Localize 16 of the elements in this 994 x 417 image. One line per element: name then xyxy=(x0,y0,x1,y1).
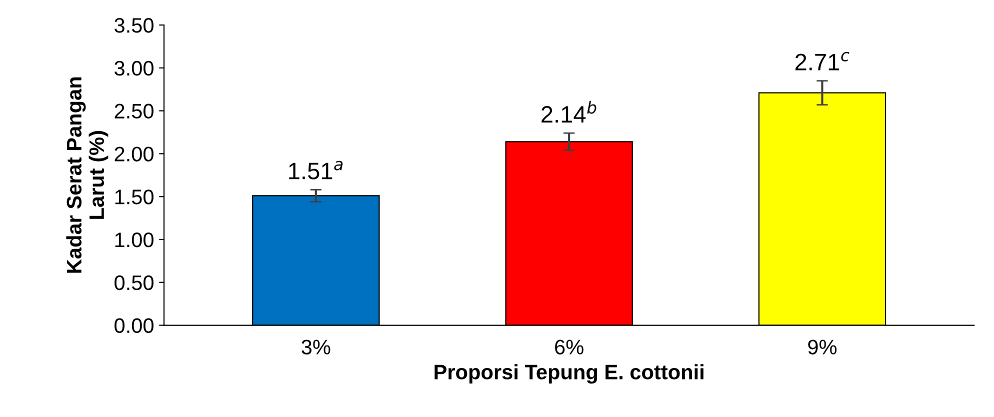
y-tick-label: 0.50 xyxy=(114,275,154,290)
y-tick-label: 2.00 xyxy=(114,146,154,162)
x-tick-label: 3% xyxy=(302,340,330,354)
x-tick-label: 6% xyxy=(555,340,584,354)
y-tick-label: 3.50 xyxy=(114,18,154,33)
y-tick-label: 3.00 xyxy=(114,60,154,76)
y-tick-label: 2.50 xyxy=(114,104,154,119)
y-axis-title: Kadar Serat Pangan Larut (%) xyxy=(66,77,108,273)
y-tick-label: 0.00 xyxy=(114,318,154,334)
x-axis-title: Proporsi Tepung E. cottonii xyxy=(434,364,704,384)
x-tick-label: 9% xyxy=(808,340,837,354)
data-label: 2.14$^{b}$ xyxy=(542,100,596,123)
data-label: 2.71$^{c}$ xyxy=(795,52,850,70)
data-label: 1.51$^{a}$ xyxy=(289,160,343,180)
y-tick-label: 1.50 xyxy=(115,190,154,204)
y-tick-label: 1.00 xyxy=(115,232,154,248)
